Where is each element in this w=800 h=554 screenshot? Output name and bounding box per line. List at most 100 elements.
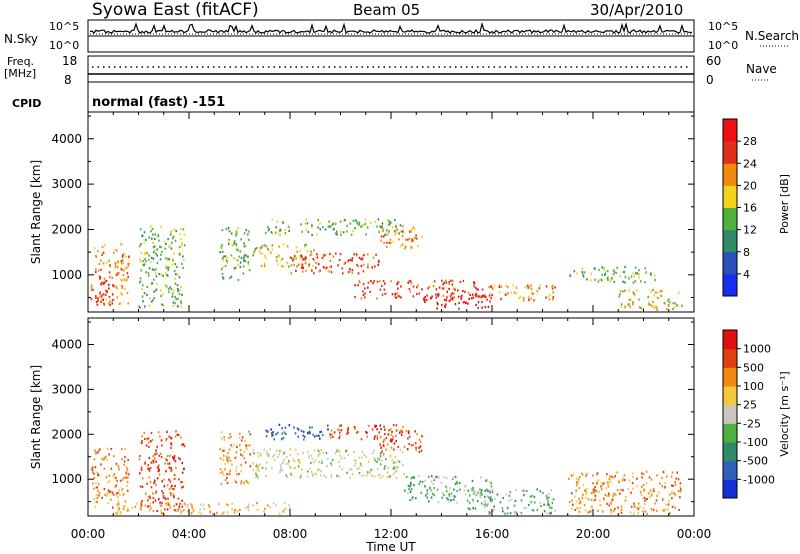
echo-cell bbox=[337, 428, 339, 431]
echo-cell bbox=[311, 226, 313, 229]
echo-cell bbox=[232, 257, 235, 260]
echo-cell bbox=[405, 429, 408, 433]
echo-cell bbox=[349, 222, 352, 225]
colorbar-swatch bbox=[723, 348, 737, 368]
echo-cell bbox=[661, 476, 663, 479]
echo-cell bbox=[235, 466, 238, 469]
echo-cell bbox=[91, 468, 94, 471]
echo-cell bbox=[474, 494, 477, 497]
echo-cell bbox=[597, 509, 599, 512]
echo-cell bbox=[314, 472, 317, 475]
echo-cell bbox=[169, 286, 171, 289]
echo-cell bbox=[95, 494, 98, 497]
echo-cell bbox=[339, 253, 342, 256]
echo-cell bbox=[306, 250, 309, 253]
echo-cell bbox=[243, 259, 245, 262]
echo-cell bbox=[418, 483, 420, 486]
echo-cell bbox=[173, 289, 175, 292]
echo-cell bbox=[383, 428, 386, 431]
echo-cell bbox=[271, 455, 274, 458]
echo-cell bbox=[159, 245, 161, 248]
echo-cell bbox=[102, 251, 105, 254]
echo-cell bbox=[454, 303, 457, 306]
echo-cell bbox=[346, 429, 349, 432]
echo-cell bbox=[236, 473, 238, 476]
echo-cell bbox=[438, 476, 440, 479]
echo-cell bbox=[286, 262, 288, 265]
echo-cell bbox=[299, 476, 302, 479]
echo-cell bbox=[548, 298, 551, 301]
echo-cell bbox=[385, 292, 387, 295]
echo-cell bbox=[376, 280, 379, 283]
echo-cell bbox=[114, 248, 116, 251]
echo-cell bbox=[101, 457, 103, 460]
echo-cell bbox=[650, 273, 652, 276]
echo-cell bbox=[583, 504, 586, 507]
echo-cell bbox=[633, 502, 635, 505]
echo-cell bbox=[465, 484, 467, 487]
echo-cell bbox=[234, 456, 237, 459]
echo-cell bbox=[282, 221, 284, 225]
echo-cell bbox=[97, 474, 99, 477]
echo-cell bbox=[226, 261, 229, 265]
echo-cell bbox=[124, 455, 126, 459]
echo-cell bbox=[90, 288, 93, 291]
echo-cell bbox=[97, 449, 100, 453]
echo-cell bbox=[617, 479, 620, 482]
echo-cell bbox=[285, 474, 288, 477]
echo-cell bbox=[148, 297, 151, 300]
echo-cell bbox=[115, 479, 118, 482]
echo-cell bbox=[473, 282, 476, 285]
echo-cell bbox=[621, 479, 624, 482]
echo-cell bbox=[245, 444, 248, 447]
echo-cell bbox=[241, 454, 244, 457]
echo-cell bbox=[412, 295, 415, 298]
echo-cell bbox=[454, 476, 457, 479]
echo-cell bbox=[121, 478, 124, 481]
echo-cell bbox=[292, 256, 294, 259]
echo-cell bbox=[305, 243, 307, 246]
echo-cell bbox=[377, 468, 379, 471]
echo-cell bbox=[297, 465, 300, 468]
echo-cell bbox=[108, 479, 111, 483]
echo-cell bbox=[318, 434, 320, 437]
echo-cell bbox=[314, 435, 316, 438]
echo-cell bbox=[490, 489, 492, 492]
echo-cell bbox=[463, 489, 466, 492]
echo-cell bbox=[504, 512, 506, 515]
echo-cell bbox=[651, 305, 654, 308]
echo-cell bbox=[396, 466, 398, 469]
echo-cell bbox=[258, 469, 260, 472]
echo-cell bbox=[296, 250, 298, 253]
echo-cell bbox=[115, 493, 118, 496]
echo-cell bbox=[181, 462, 184, 465]
echo-cell bbox=[199, 508, 202, 511]
echo-cell bbox=[400, 285, 402, 288]
echo-cell bbox=[148, 509, 151, 513]
echo-cell bbox=[357, 265, 359, 268]
echo-cell bbox=[508, 494, 511, 497]
echo-cell bbox=[114, 264, 117, 267]
echo-cell bbox=[364, 222, 367, 225]
echo-cell bbox=[163, 478, 165, 481]
echo-cell bbox=[654, 502, 656, 505]
echo-cell bbox=[664, 481, 666, 484]
echo-cell bbox=[399, 430, 402, 433]
echo-cell bbox=[152, 246, 155, 249]
echo-cell bbox=[312, 257, 315, 261]
echo-cell bbox=[523, 506, 526, 510]
echo-cell bbox=[90, 298, 93, 301]
echo-cell bbox=[119, 494, 121, 497]
echo-cell bbox=[181, 486, 183, 489]
echo-cell bbox=[410, 488, 413, 491]
echo-cell bbox=[545, 296, 547, 299]
echo-cell bbox=[176, 433, 179, 436]
echo-cell bbox=[153, 278, 155, 281]
echo-cell bbox=[146, 285, 149, 288]
echo-cell bbox=[170, 230, 173, 233]
echo-cell bbox=[624, 305, 627, 308]
echo-cell bbox=[484, 489, 486, 492]
echo-cell bbox=[650, 272, 652, 275]
echo-cell bbox=[360, 464, 362, 467]
echo-cell bbox=[153, 251, 155, 254]
